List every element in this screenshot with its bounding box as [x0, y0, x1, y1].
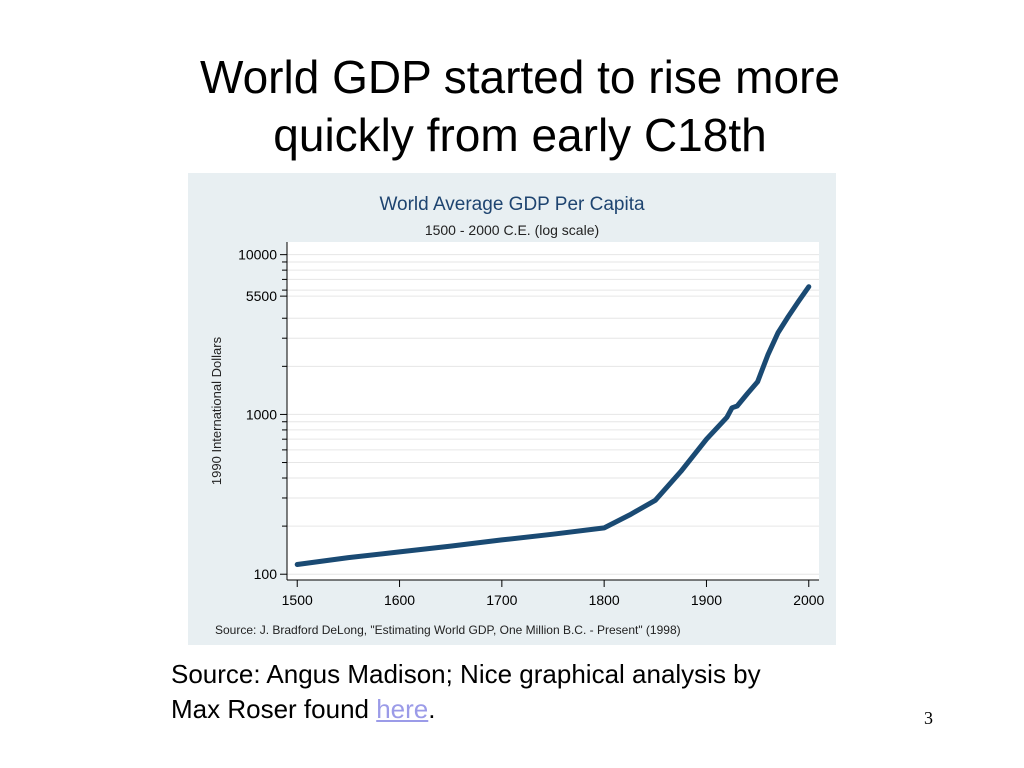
slide-title-line-2: quickly from early C18th	[273, 109, 767, 161]
y-axis-label: 1990 International Dollars	[209, 336, 224, 485]
x-tick-label: 1800	[589, 592, 620, 608]
y-tick-label: 100	[254, 566, 278, 582]
chart-source-note: Source: J. Bradford DeLong, "Estimating …	[215, 623, 681, 637]
chart-subtitle: 1500 - 2000 C.E. (log scale)	[425, 222, 599, 238]
here-link[interactable]: here	[376, 694, 429, 724]
page-number: 3	[924, 708, 933, 728]
x-tick-label: 2000	[793, 592, 824, 608]
x-tick-label: 1600	[384, 592, 415, 608]
x-tick-label: 1900	[691, 592, 722, 608]
gdp-chart: World Average GDP Per Capita 1500 - 2000…	[188, 173, 836, 645]
source-line-2-text: Max Roser found	[171, 694, 377, 724]
axes	[286, 242, 819, 581]
plot-area	[287, 242, 819, 580]
gridlines	[287, 254, 819, 575]
series-line	[294, 284, 812, 567]
y-tick-label: 1000	[246, 406, 277, 422]
source-text: Source: Angus Madison; Nice graphical an…	[171, 657, 871, 727]
chart-title: World Average GDP Per Capita	[379, 194, 645, 215]
source-line-1: Source: Angus Madison; Nice graphical an…	[171, 659, 761, 689]
gdp-chart-figure: World Average GDP Per Capita 1500 - 2000…	[188, 173, 836, 645]
source-line-2: Max Roser found here.	[171, 692, 871, 727]
source-period: .	[428, 694, 436, 724]
x-tick-label: 1500	[282, 592, 313, 608]
slide-title-line-1: World GDP started to rise more	[200, 51, 840, 103]
y-tick-label: 5500	[246, 288, 277, 304]
series-layer	[294, 284, 812, 567]
x-tick-label: 1700	[486, 592, 517, 608]
slide-title: World GDP started to rise more quickly f…	[100, 48, 940, 164]
y-tick-label: 10000	[238, 247, 277, 263]
axis-ticks: 100 1000 5500 10000 1500 1600 1700 1800 1900 2000	[238, 247, 824, 608]
